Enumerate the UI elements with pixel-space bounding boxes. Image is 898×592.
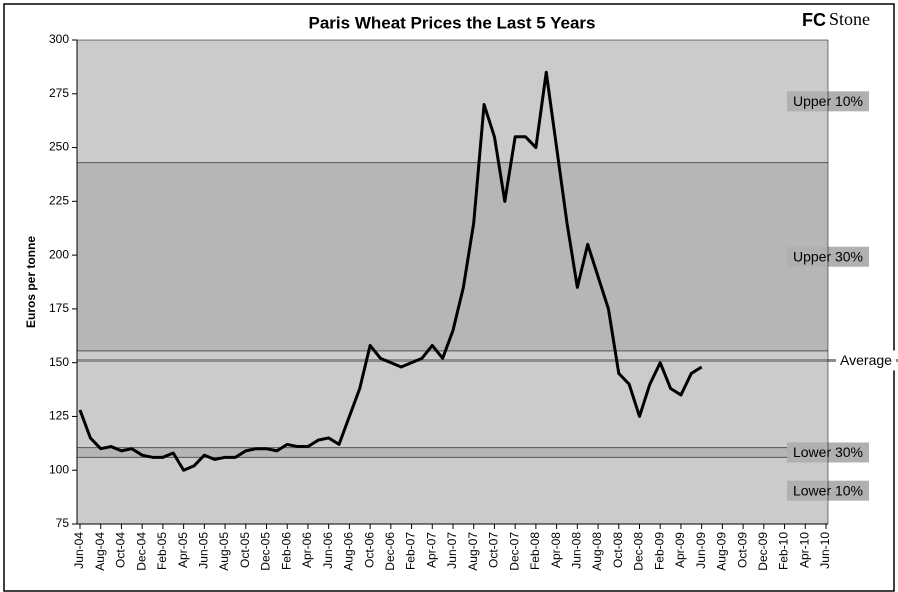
logo-text: Stone [829,9,870,29]
x-tick-label: Feb-05 [155,532,169,570]
x-tick-label: Apr-05 [176,532,190,568]
x-tick-label: Oct-06 [362,532,376,568]
x-tick-label: Apr-10 [797,532,811,568]
logo-bold: FC [802,10,826,30]
lower-band [77,447,828,458]
y-tick-label: 200 [49,247,69,261]
x-tick-label: Dec-07 [507,532,521,571]
y-tick-label: 175 [49,301,69,315]
x-tick-label: Dec-09 [756,532,770,571]
y-tick-label: 250 [49,140,69,154]
level-label-box [836,350,896,371]
x-tick-label: Jun-05 [197,532,211,569]
price-line [78,70,703,472]
x-tick-label: Jun-07 [445,532,459,569]
x-tick-label: Aug-09 [715,532,729,571]
x-tick-label: Feb-06 [279,532,293,570]
x-tick-label: Oct-05 [238,532,252,568]
x-tick-label: Aug-08 [590,532,604,571]
y-tick-label: 300 [49,32,69,46]
x-tick-label: Aug-07 [466,532,480,571]
y-tick-label: 100 [49,462,69,476]
x-tick-label: Oct-08 [611,532,625,568]
x-tick-label: Oct-04 [114,532,128,568]
x-tick-label: Apr-08 [549,532,563,568]
x-tick-label: Apr-09 [673,532,687,568]
plot-border [76,39,829,525]
x-tick-label: Jun-04 [72,532,86,569]
x-tick-label: Jun-09 [694,532,708,569]
x-tick-label: Feb-10 [777,532,791,570]
x-tick-label: Aug-04 [93,532,107,571]
x-tick-label: Apr-06 [300,532,314,568]
upper-band [77,162,828,351]
x-tick-label: Jun-08 [570,532,584,569]
x-tick-label: Feb-07 [404,532,418,570]
frame [3,3,895,592]
x-tick-label: Aug-05 [217,532,231,571]
y-tick-label: 275 [49,86,69,100]
x-tick-label: Dec-06 [383,532,397,571]
level-label: Average [840,352,892,368]
x-tick-label: Aug-06 [342,532,356,571]
y-tick-label: 150 [49,355,69,369]
x-tick-label: Jun-06 [321,532,335,569]
x-tick-label: Dec-05 [259,532,273,571]
x-tick-label: Feb-09 [652,532,666,570]
y-axis-label: Euros per tonne [24,236,38,328]
x-tick-label: Oct-09 [735,532,749,568]
chart-title: Paris Wheat Prices the Last 5 Years [309,13,596,32]
y-tick-label: 75 [56,516,70,530]
x-tick-label: Oct-07 [487,532,501,568]
x-tick-label: Dec-08 [632,532,646,571]
x-tick-label: Apr-07 [424,532,438,568]
x-tick-label: Feb-08 [528,532,542,570]
y-tick-label: 125 [49,409,69,423]
x-tick-label: Jun-10 [818,532,832,569]
y-tick-label: 225 [49,194,69,208]
x-tick-label: Dec-04 [134,532,148,571]
